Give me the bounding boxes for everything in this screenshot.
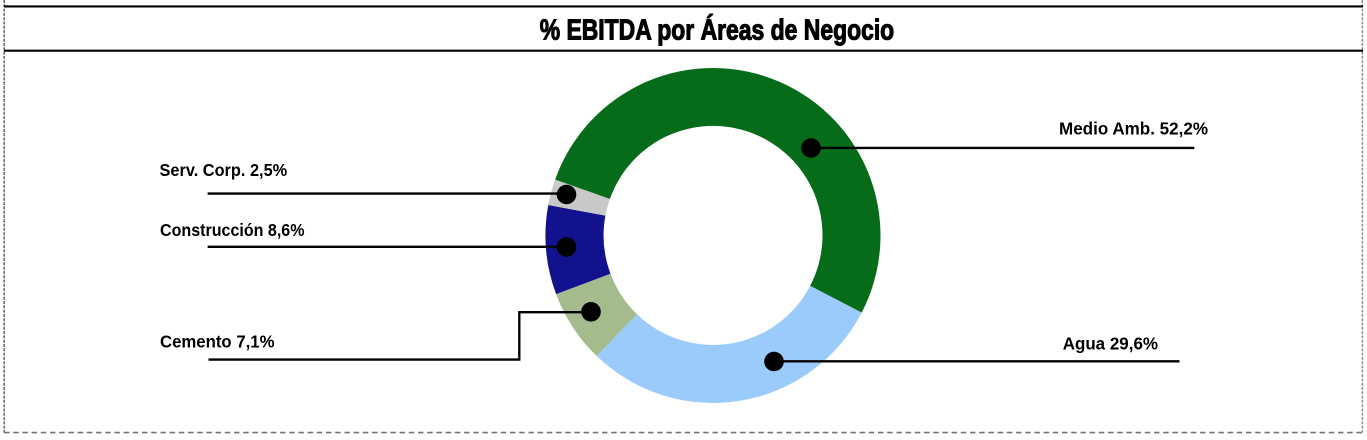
svg-text:Medio Amb. 52,2%: Medio Amb. 52,2% — [1059, 118, 1208, 138]
svg-text:Agua 29,6%: Agua 29,6% — [1063, 334, 1158, 354]
svg-text:Construcción 8,6%: Construcción 8,6% — [160, 220, 305, 240]
svg-text:Serv. Corp. 2,5%: Serv. Corp. 2,5% — [160, 160, 288, 180]
svg-text:Cemento 7,1%: Cemento 7,1% — [160, 331, 275, 351]
svg-text:% EBITDA por Áreas de Negocio: % EBITDA por Áreas de Negocio — [540, 13, 895, 47]
